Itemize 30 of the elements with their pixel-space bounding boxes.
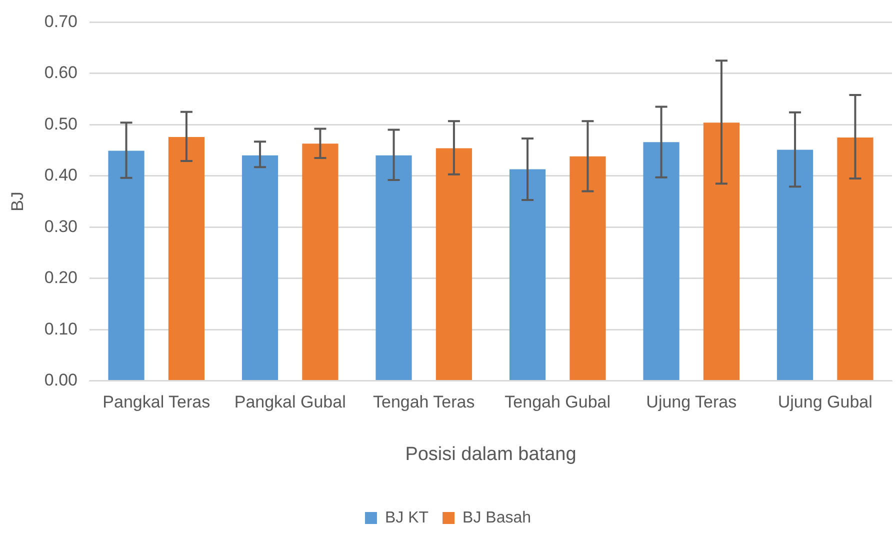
y-tick-label: 0.10 <box>44 319 78 338</box>
bar <box>837 137 874 380</box>
bar <box>168 136 205 380</box>
bar <box>509 169 546 380</box>
bar <box>776 150 814 380</box>
bar <box>376 155 412 380</box>
bar <box>302 144 338 380</box>
bar <box>242 155 278 380</box>
legend-label: BJ Basah <box>462 509 532 526</box>
y-tick-label: 0.40 <box>44 166 78 185</box>
bar <box>108 150 144 380</box>
bar <box>570 156 606 380</box>
y-tick-label: 0.30 <box>44 216 78 236</box>
x-tick-label: Ujung Gubal <box>778 392 872 412</box>
y-tick-label: 0.60 <box>44 63 78 82</box>
legend-label: BJ KT <box>384 509 429 526</box>
y-tick-label: 0.20 <box>44 268 78 288</box>
x-tick-label: Pangkal Gubal <box>234 392 346 412</box>
bar <box>703 122 740 380</box>
x-tick-label: Tengah Teras <box>372 392 475 412</box>
y-tick-label: 0.00 <box>44 370 78 390</box>
y-tick-label: 0.50 <box>44 114 78 134</box>
y-axis-title: BJ <box>8 192 27 212</box>
x-tick-label: Tengah Gubal <box>504 392 611 412</box>
bar <box>436 148 472 380</box>
x-axis-title: Posisi dalam batang <box>405 444 576 465</box>
x-tick-label: Ujung Teras <box>646 392 737 412</box>
y-tick-label: 0.70 <box>44 12 78 31</box>
bar <box>643 142 680 380</box>
x-tick-label: Pangkal Teras <box>102 392 210 412</box>
